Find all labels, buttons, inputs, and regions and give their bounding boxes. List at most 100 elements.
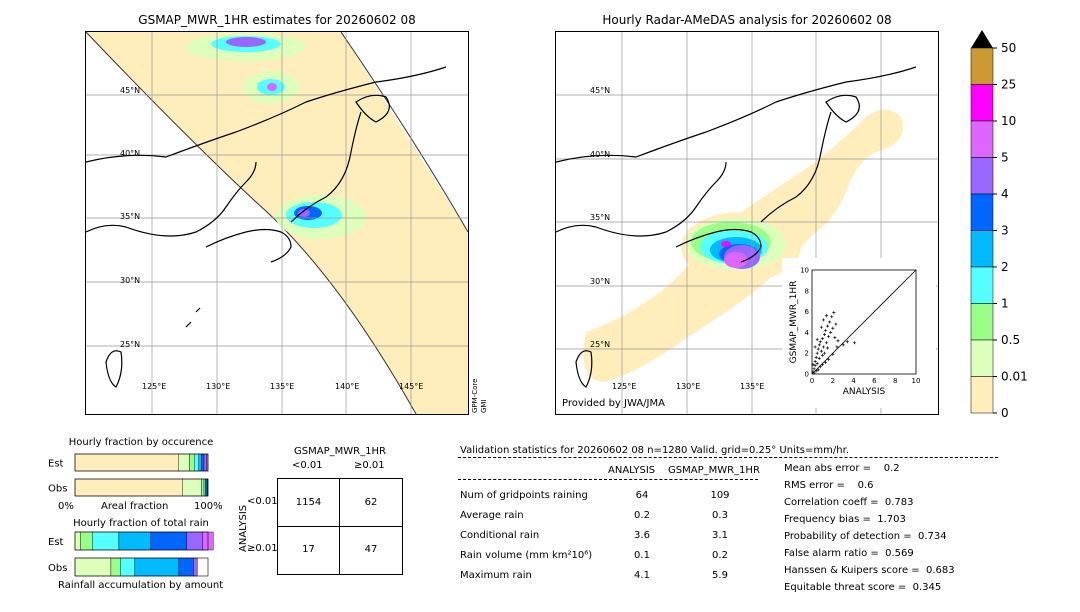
right-lon-label-125: 125°E [612,382,637,391]
colorbar-segment [970,157,994,195]
scatter-point [815,351,819,355]
occurrence-bars: Est Obs [48,453,209,497]
colorbar-segment [970,47,994,85]
scatter-point [821,345,825,349]
stats-row-label-0: Num of gridpoints raining [460,490,588,501]
rain-bar-segment [110,557,121,577]
stats-row-gsmap-0: 109 [710,490,730,501]
colorbar-label: 3 [1001,224,1009,238]
score-0: Mean abs error = 0.2 [784,463,900,474]
left-lon-label-145: 145°E [399,382,424,391]
scatter-point [831,326,835,330]
scatter-point [827,335,831,339]
scatter-xtick: 0 [810,377,814,385]
scatter-point [820,337,824,341]
right-lon-label-130: 130°E [676,382,701,391]
scatter-point [816,368,820,372]
scatter-xtick: 8 [893,377,897,385]
scatter-point [811,363,815,367]
occurrence-bar-segment [194,453,199,472]
occurrence-xlabel: Areal fraction [101,501,169,512]
rain-chart: Est Obs [40,530,220,580]
colorbar-label: 5 [1001,151,1009,165]
ctable-cell-1-1: 47 [364,544,378,555]
colorbar-arrow [971,30,993,48]
contingency-table: 1154 62 17 47 [277,478,403,575]
occurrence-bar-segment [182,478,202,497]
rain-bar-segment [193,557,198,577]
scatter-point [821,318,825,322]
left-lat-label-45: 45°N [120,86,141,95]
scatter-xtick: 4 [851,377,856,385]
colorbar-segment [970,84,994,122]
scatter-point [812,367,816,371]
left-lat-label-30: 30°N [120,276,141,285]
scatter-ytick: 0 [805,371,809,379]
scatter-point [826,324,830,328]
colorbar-label: 0.01 [1001,370,1028,384]
rain-bar-segment [92,531,120,551]
stats-col-divider [458,479,758,480]
rain-bar-segment [134,557,179,577]
right-lat-label-30: 30°N [590,277,611,286]
scatter-point [831,352,835,356]
scatter-point [829,330,833,334]
rain-bar-segment [150,531,187,551]
rain-bar-segment [74,531,81,551]
colorbar-svg: 50 25 10 5 4 3 2 1 0.5 0.01 0 [970,30,1028,420]
scatter-point [813,364,817,368]
occurrence-bar-segment [198,453,202,472]
colorbar: 50 25 10 5 4 3 2 1 0.5 0.01 0 [965,28,1045,420]
occurrence-category-label: Obs [48,484,67,495]
rain-bar-segment [74,557,112,577]
sensor-label: GPM-Core GMI [471,378,488,413]
ctable-col-header-0: <0.01 [292,460,323,471]
rain-bar-segment [80,531,93,551]
scatter-point [815,362,819,366]
rain-xlabel: Rainfall accumulation by amount [58,580,224,591]
credit-label: Provided by JWA/JMA [562,398,665,409]
right-lat-label-40: 40°N [590,150,611,159]
scatter-point [833,336,837,340]
colorbar-label: 0 [1001,406,1009,418]
scatter-inset: 0 2 4 6 8 10 0 2 4 6 8 10 ANALYSIS GSMAP_MWR_1HR [782,258,936,408]
rain-bar-segment [178,557,194,577]
score-4: Probability of detection = 0.734 [784,531,947,542]
left-lon-label-125: 125°E [142,382,167,391]
ctable-cell-0-1: 62 [364,497,378,508]
occurrence-chart: Est Obs [40,449,220,513]
stats-row-gsmap-4: 5.9 [712,570,728,581]
left-map-title: GSMAP_MWR_1HR estimates for 20260602 08 [138,13,416,27]
stats-row-analysis-3: 0.1 [634,550,650,561]
scatter-diagonal [811,269,917,375]
stats-row-gsmap-1: 0.3 [712,510,728,521]
scatter-plot: 0 2 4 6 8 10 0 2 4 6 8 10 ANALYSIS GSMAP_MWR_1HR [789,267,921,398]
scatter-xtick: 2 [831,377,835,385]
scatter-xtick: 10 [912,377,921,385]
score-5: False alarm ratio = 0.569 [784,548,914,559]
ctable-cell-0-0: 1154 [295,497,322,508]
stats-row-analysis-2: 3.6 [634,530,650,541]
score-1: RMS error = 0.6 [784,480,874,491]
stats-col-gsmap: GSMAP_MWR_1HR [668,465,760,476]
scatter-ytick: 4 [805,329,810,337]
colorbar-segment [970,339,994,377]
occurrence-bar-segment [203,453,207,472]
scatter-point [834,322,838,326]
stats-row-label-3: Rain volume (mm km²10⁶) [460,550,593,561]
score-7: Equitable threat score = 0.345 [784,582,942,593]
colorbar-label: 2 [1001,260,1009,274]
stats-row-gsmap-3: 0.2 [712,550,728,561]
rain-bar-segment [186,531,203,551]
occurrence-bar-segment [201,478,205,497]
ctable-col-header-1: ≥0.01 [354,460,385,471]
left-map-canvas [86,32,468,414]
colorbar-segment [970,193,994,231]
rain-bar-segment [120,557,136,577]
colorbar-segment [970,266,994,304]
scatter-point [836,339,840,343]
scatter-point [812,371,816,375]
stats-row-gsmap-2: 3.1 [712,530,728,541]
scatter-point [835,345,839,349]
stats-divider [458,457,998,458]
